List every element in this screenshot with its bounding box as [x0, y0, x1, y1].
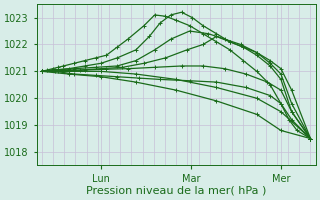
X-axis label: Pression niveau de la mer( hPa ): Pression niveau de la mer( hPa ) — [86, 186, 266, 196]
